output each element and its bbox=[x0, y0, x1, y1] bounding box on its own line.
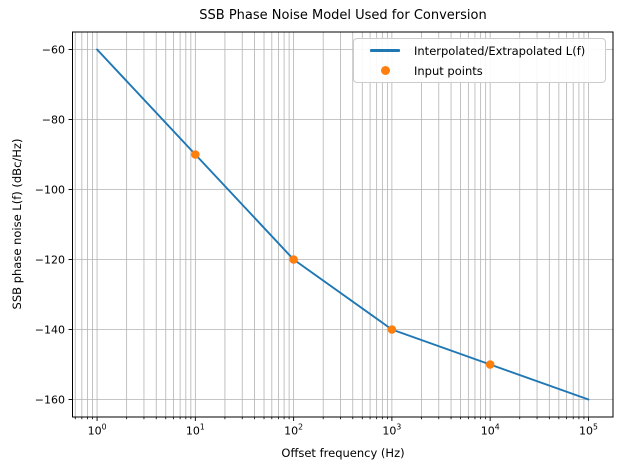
point-sample-icon bbox=[380, 66, 390, 75]
x-axis-label: Offset frequency (Hz) bbox=[281, 446, 405, 460]
x-tick-label: 105 bbox=[579, 423, 598, 438]
input-point bbox=[387, 325, 397, 334]
chart-title: SSB Phase Noise Model Used for Conversio… bbox=[199, 8, 487, 23]
y-tick-label: −140 bbox=[35, 324, 65, 337]
y-tick-label: −120 bbox=[35, 254, 65, 267]
line-sample-icon bbox=[370, 49, 400, 52]
y-tick-label: −160 bbox=[35, 394, 65, 407]
legend-entry-line: Interpolated/Extrapolated L(f) bbox=[366, 42, 597, 59]
legend-label-points: Input points bbox=[414, 63, 483, 78]
y-axis-label: SSB phase noise L(f) (dBc/Hz) bbox=[10, 138, 24, 310]
legend-label-line: Interpolated/Extrapolated L(f) bbox=[414, 43, 586, 58]
x-tick-label: 103 bbox=[382, 423, 401, 438]
x-tick-label: 102 bbox=[284, 423, 303, 438]
legend-sample-slot bbox=[366, 66, 404, 75]
input-point bbox=[289, 255, 298, 264]
legend-sample-slot bbox=[366, 49, 404, 52]
legend-entry-points: Input points bbox=[366, 62, 597, 79]
legend: Interpolated/Extrapolated L(f) Input poi… bbox=[353, 38, 606, 83]
x-tick-label: 104 bbox=[481, 423, 500, 438]
y-tick-label: −100 bbox=[35, 184, 65, 197]
x-tick-label: 101 bbox=[186, 423, 205, 438]
x-tick-label: 100 bbox=[88, 423, 107, 438]
y-tick-label: −80 bbox=[42, 114, 65, 127]
series-line bbox=[96, 48, 590, 401]
input-point bbox=[485, 360, 495, 369]
y-tick-label: −60 bbox=[42, 44, 65, 57]
input-point bbox=[191, 150, 200, 159]
plot-spines bbox=[72, 31, 614, 418]
